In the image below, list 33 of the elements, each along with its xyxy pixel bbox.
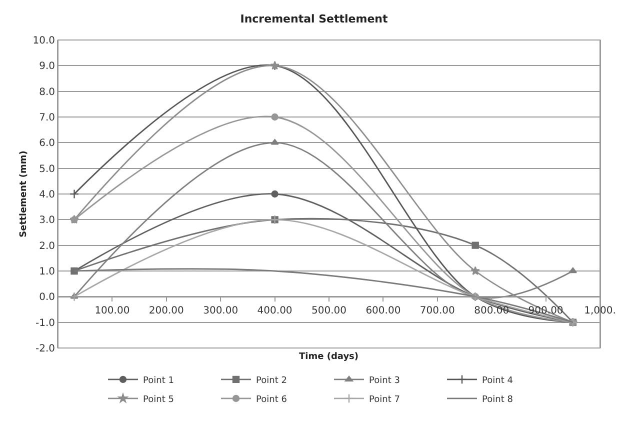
legend-label: Point 6 (256, 394, 288, 405)
legend-label: Point 1 (143, 376, 174, 386)
y-tick-label: 0.0 (39, 292, 55, 304)
x-tick-label: 500.00 (312, 306, 346, 317)
x-tick-label: 1,000. (584, 306, 616, 317)
x-tick-label: 200.00 (148, 306, 184, 317)
y-tick-label: 5.0 (39, 164, 55, 175)
x-tick-label: 800.00 (474, 306, 510, 317)
y-tick-label: 4.0 (39, 190, 55, 200)
legend-label: Point 7 (369, 394, 400, 405)
legend-label: Point 2 (256, 376, 287, 386)
y-tick-label: 8.0 (39, 86, 55, 98)
y-tick-label: 1.0 (39, 266, 55, 278)
y-tick-label: 9.0 (39, 61, 55, 72)
chart-title: Incremental Settlement (240, 12, 388, 26)
y-tick-label: 6.0 (39, 138, 55, 150)
y-tick-label: 2.0 (39, 240, 55, 252)
x-tick-label: 300.00 (203, 306, 238, 317)
x-tick-label: 600.00 (366, 306, 401, 317)
legend-label: Point 5 (143, 394, 174, 405)
y-axis-title: Settlement (mm) (19, 150, 30, 238)
y-tick-label: 7.0 (39, 112, 55, 124)
y-tick-label: -1.0 (35, 318, 55, 329)
y-tick-label: 10.0 (32, 36, 55, 46)
legend-label: Point 4 (482, 376, 514, 386)
legend-label: Point 8 (482, 394, 514, 405)
x-tick-label: 400.00 (257, 306, 292, 317)
x-tick-label: 700.00 (420, 306, 455, 317)
x-axis-title: Time (days) (299, 352, 359, 362)
y-tick-label: 3.0 (39, 215, 55, 226)
y-tick-label: -2.0 (35, 344, 55, 354)
legend-label: Point 3 (369, 376, 400, 386)
x-tick-label: 100.00 (94, 306, 130, 317)
